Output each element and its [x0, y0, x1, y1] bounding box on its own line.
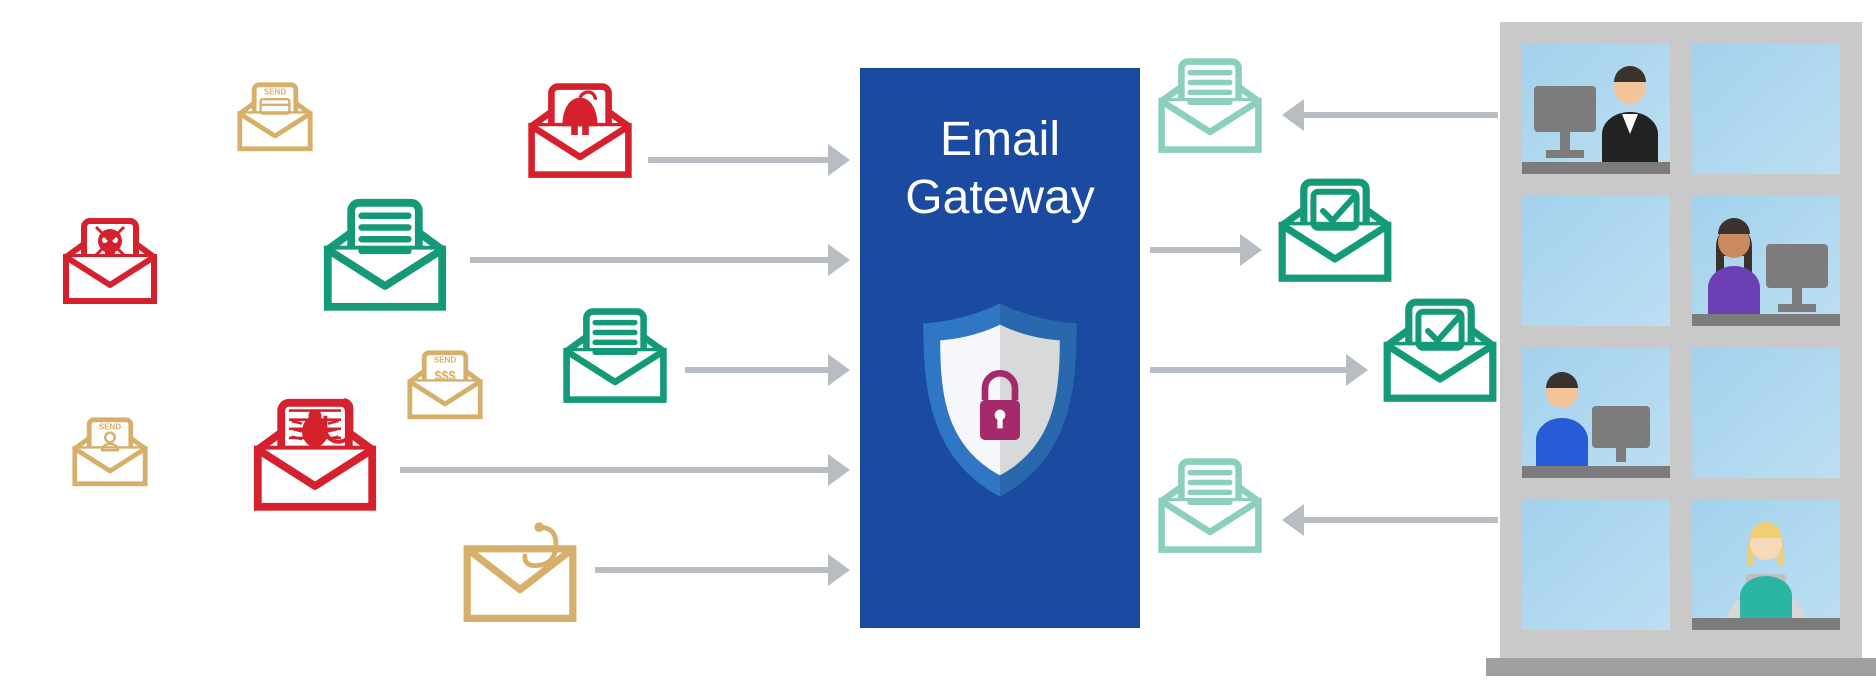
arrow-inbound: [378, 454, 872, 486]
arrow-inbound: [573, 554, 872, 586]
processed-email-open-lines-icon: [1155, 55, 1265, 154]
processed-email-open-check-icon: [1275, 175, 1395, 283]
inbound-email-send-user-icon: SEND: [70, 415, 150, 487]
inbound-email-open-bug-icon: [250, 395, 380, 512]
email-gateway-diagram: EmailGateway SEND SEND $$$ SEND: [0, 0, 1876, 686]
svg-text:SEND: SEND: [99, 422, 121, 431]
building-window: [1692, 196, 1840, 326]
building-window: [1692, 44, 1840, 174]
building-window: [1692, 500, 1840, 630]
arrow-outbound: [1260, 99, 1520, 131]
svg-text:SEND: SEND: [264, 87, 286, 96]
building-window: [1522, 348, 1670, 478]
inbound-email-open-trojan-icon: [525, 80, 635, 179]
shield-icon: [915, 300, 1085, 500]
svg-text:SEND: SEND: [434, 355, 456, 364]
inbound-email-send-money-icon: SEND $$$: [405, 348, 485, 420]
inbound-email-open-lines-icon: [320, 195, 450, 312]
building-window: [1522, 500, 1670, 630]
building-base: [1486, 658, 1876, 676]
arrow-inbound: [448, 244, 872, 276]
inbound-email-send-card-icon: SEND: [235, 80, 315, 152]
inbound-email-open-lines-icon: [560, 305, 670, 404]
gateway-title-line2: Gateway: [860, 170, 1140, 225]
processed-email-open-check-icon: [1380, 295, 1500, 403]
arrow-outbound: [1260, 504, 1520, 536]
arrow-inbound: [626, 144, 872, 176]
building-window: [1522, 196, 1670, 326]
building-window: [1522, 44, 1670, 174]
inbound-email-closed-hook-icon: [460, 520, 580, 628]
inbound-email-open-skull-icon: [60, 215, 160, 305]
building-window: [1692, 348, 1840, 478]
processed-email-open-lines-icon: [1155, 455, 1265, 554]
gateway-title-line1: Email: [860, 112, 1140, 167]
arrow-delivered: [1128, 354, 1390, 386]
arrow-delivered: [1128, 234, 1284, 266]
arrow-inbound: [663, 354, 872, 386]
svg-text:$$$: $$$: [434, 368, 455, 383]
